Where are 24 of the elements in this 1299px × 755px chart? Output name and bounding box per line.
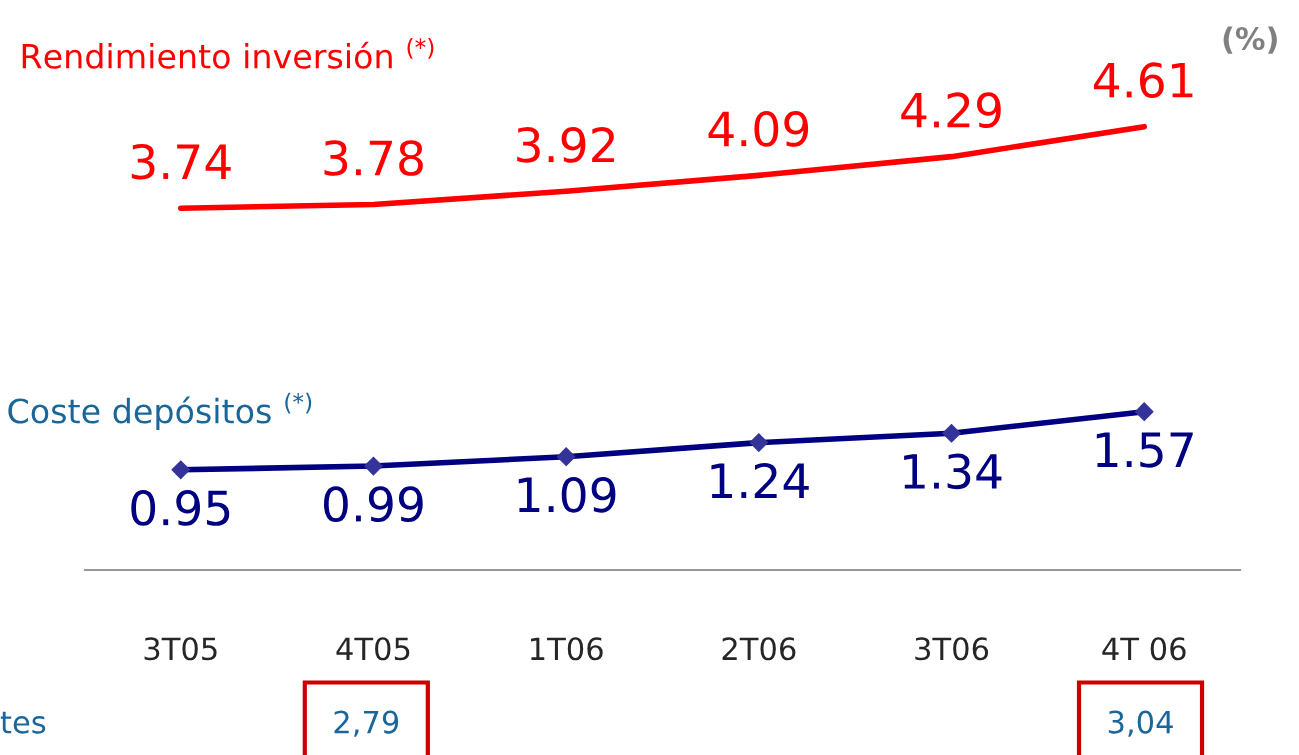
data-label: 3.92 [517, 127, 614, 163]
text: 3,04 [1108, 710, 1173, 737]
data-label: 1.57 [1096, 432, 1193, 468]
x-tick-label: 3T05 [144, 637, 217, 661]
text: (%) [1223, 26, 1277, 54]
data-label: 3.74 [131, 143, 231, 180]
text: tes [0, 711, 46, 734]
data-label: 4.61 [1093, 62, 1193, 99]
x-tick-label: 4T 06 [1102, 637, 1186, 661]
x-tick-label: 3T06 [915, 637, 989, 661]
data-label: 3.78 [324, 140, 423, 176]
data-label: 0.99 [324, 486, 423, 523]
data-label: 1.09 [518, 476, 616, 513]
text: 2,79 [334, 710, 399, 737]
x-tick-label: 1T06 [531, 637, 603, 661]
data-label: 4.09 [708, 111, 809, 147]
x-tick-label: 4T05 [336, 637, 410, 661]
series-label: Coste depósitos $^{(*)}$ [8, 392, 312, 431]
data-label: 1.34 [904, 453, 1002, 490]
data-label: 4.29 [901, 92, 1001, 129]
x-tick-label: 2T06 [722, 637, 796, 661]
text: Rendimiento inversión $^{(*)}$ [22, 37, 434, 69]
data-label: 1.24 [711, 462, 809, 498]
data-label: 0.95 [131, 490, 230, 526]
